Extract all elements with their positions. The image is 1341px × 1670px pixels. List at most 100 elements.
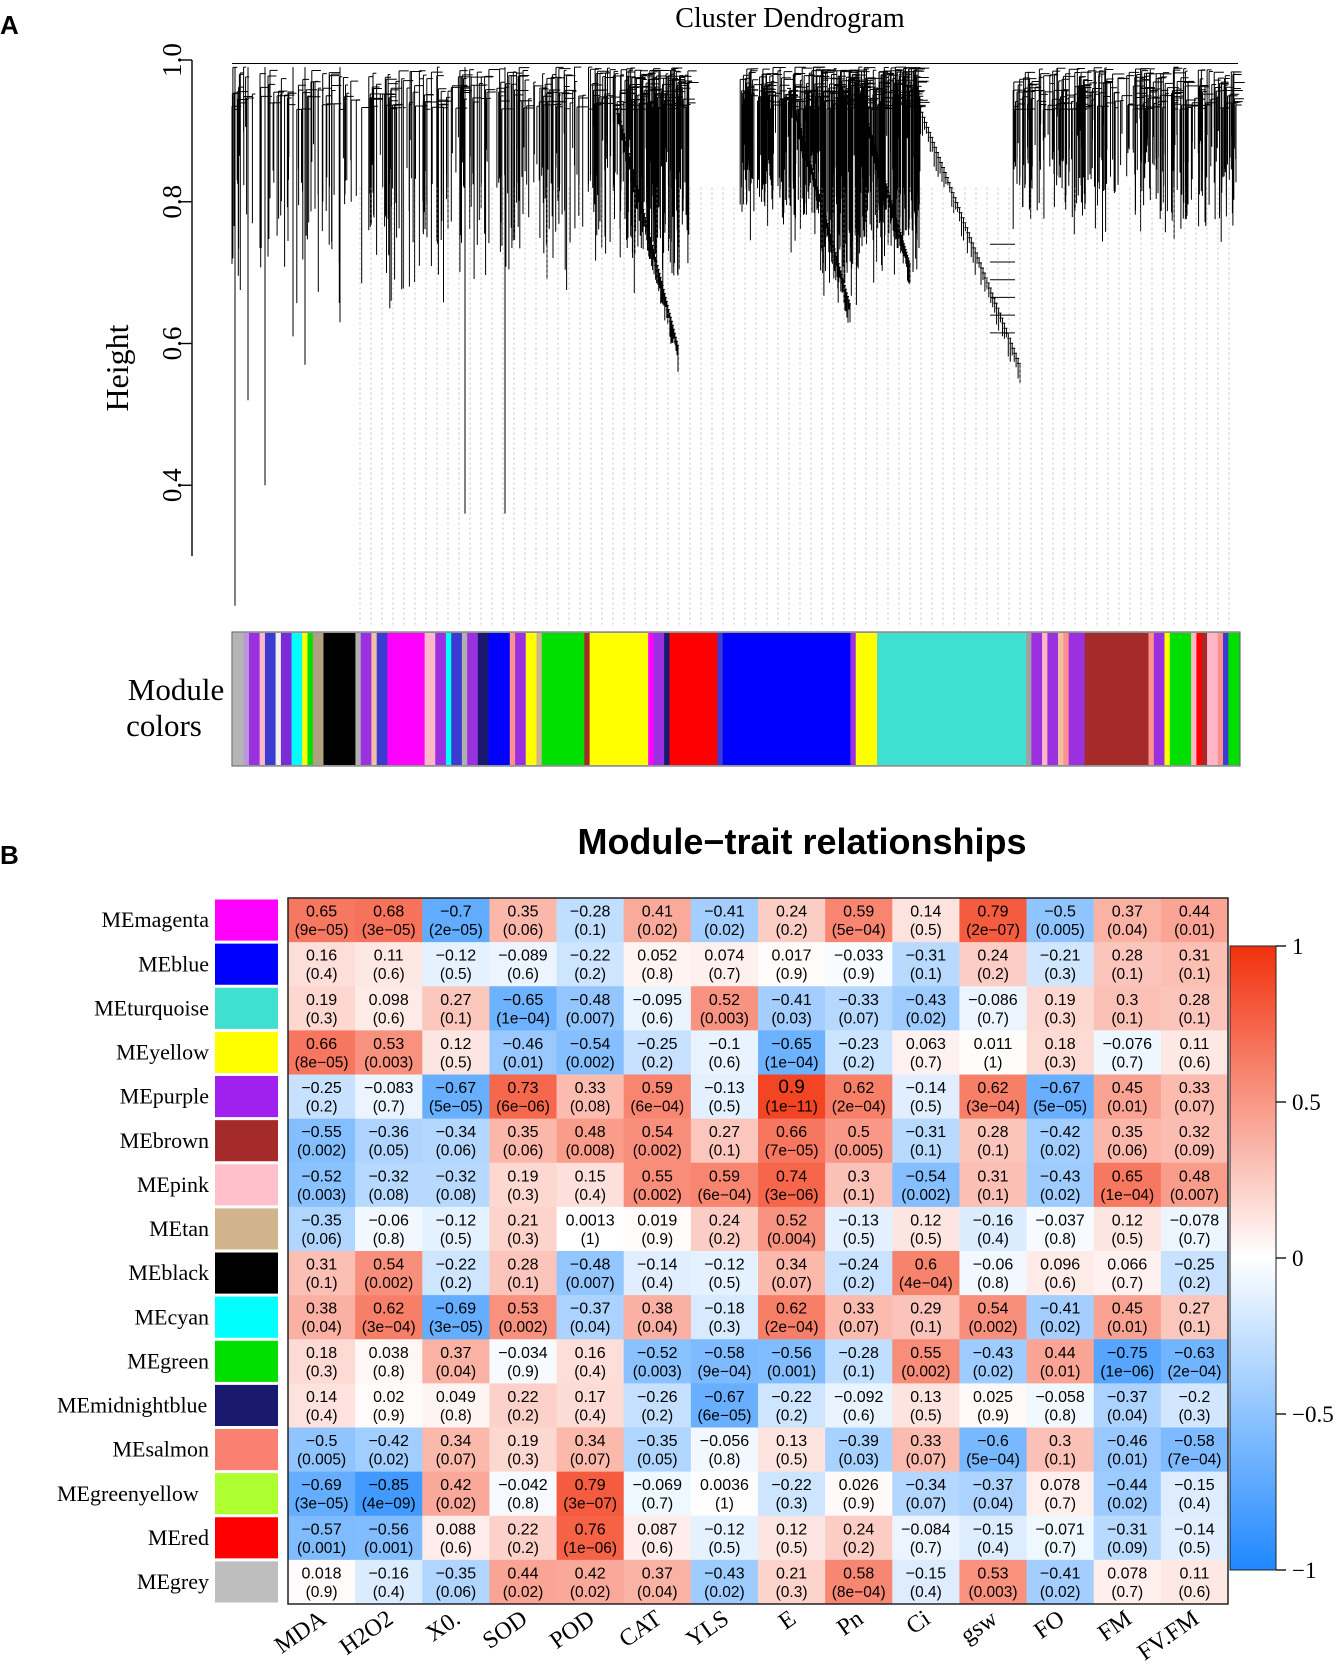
- heatmap-cell-pvalue: (0.07): [570, 1452, 611, 1469]
- heatmap-cell-pvalue: (0.002): [297, 1143, 346, 1160]
- heatmap-cell-pvalue: (0.1): [977, 1187, 1009, 1204]
- heatmap-cell-value: 0.55: [910, 1345, 941, 1362]
- heatmap-cell-value: −0.083: [364, 1080, 413, 1097]
- heatmap-cell-value: −0.46: [503, 1036, 544, 1053]
- row-label: MEgreen: [127, 1348, 209, 1373]
- heatmap-cell: [556, 986, 625, 1031]
- heatmap-cell: [623, 1074, 692, 1119]
- heatmap-cell: [758, 1251, 826, 1296]
- heatmap-cell: [959, 1471, 1027, 1517]
- heatmap-cell: [556, 1206, 625, 1252]
- heatmap-cell-pvalue: (3e−05): [362, 922, 416, 939]
- heatmap-cell-value: −0.14: [906, 1080, 947, 1097]
- heatmap-cell: [1160, 1074, 1229, 1119]
- heatmap-cell: [1026, 1162, 1095, 1208]
- heatmap-cell: [1160, 1030, 1229, 1075]
- row-color-swatch: [215, 1164, 278, 1206]
- heatmap-cell: [959, 1427, 1027, 1472]
- heatmap-cell-pvalue: (0.1): [1111, 966, 1143, 983]
- row-color-swatch: [215, 1208, 278, 1250]
- row-color-swatch: [215, 1340, 278, 1382]
- heatmap-cell: [690, 1251, 759, 1296]
- heatmap-cell-value: 0.37: [642, 1565, 673, 1582]
- heatmap-cell-value: 0.33: [575, 1080, 606, 1097]
- heatmap-cell: [489, 1251, 557, 1296]
- heatmap-cells: 0.65(9e−05)0.68(3e−05)−0.7(2e−05)0.35(0.…: [288, 898, 1229, 1605]
- heatmap-cell-pvalue: (0.03): [771, 1010, 812, 1027]
- heatmap-cell: [1093, 1162, 1162, 1208]
- heatmap-cell: [489, 1118, 557, 1164]
- heatmap-cell-value: 0.27: [1179, 1301, 1210, 1318]
- heatmap-cell-pvalue: (0.2): [708, 1231, 740, 1248]
- heatmap-cell-value: 0.44: [1179, 904, 1210, 921]
- colorbar-tick-label: 0: [1292, 1246, 1304, 1271]
- module-color-segment: [477, 633, 489, 765]
- heatmap-cell-value: −0.67: [704, 1389, 745, 1406]
- heatmap-cell-value: −0.23: [838, 1036, 879, 1053]
- heatmap-cell: [825, 1383, 893, 1428]
- heatmap-cell: [758, 1162, 826, 1208]
- column-label: POD: [545, 1606, 599, 1655]
- heatmap-cell-value: 0.0013: [566, 1212, 615, 1229]
- heatmap-cell: [355, 1162, 423, 1208]
- column-label: FM: [1093, 1606, 1136, 1647]
- heatmap-cell: [758, 1427, 826, 1472]
- heatmap-cell-value: 0.38: [306, 1301, 337, 1318]
- heatmap-cell-pvalue: (0.2): [776, 922, 808, 939]
- heatmap-cell-value: 0.6: [915, 1257, 937, 1274]
- heatmap-cell-value: −0.31: [1107, 1521, 1148, 1538]
- heatmap-cell-pvalue: (0.04): [570, 1319, 611, 1336]
- heatmap-cell-value: 0.5: [848, 1124, 870, 1141]
- row-color-swatch: [215, 1384, 278, 1427]
- heatmap-cell: [758, 1383, 826, 1428]
- heatmap-cell-value: −0.28: [838, 1345, 879, 1362]
- heatmap-cell: [892, 1251, 960, 1296]
- row-color-swatch: [215, 987, 278, 1029]
- heatmap-cell-value: 0.65: [306, 904, 337, 921]
- heatmap-cell-value: 0.28: [977, 1124, 1008, 1141]
- heatmap-cell: [489, 1471, 557, 1517]
- heatmap-cell-value: −0.65: [503, 992, 544, 1009]
- heatmap-cell: [690, 1427, 759, 1472]
- heatmap-cell-pvalue: (0.2): [843, 1054, 875, 1071]
- colorbar-tick-label: −1: [1292, 1558, 1316, 1583]
- column-label: gsw: [956, 1605, 1003, 1649]
- heatmap-cell-pvalue: (0.4): [574, 1363, 606, 1380]
- module-color-segment: [280, 633, 292, 765]
- heatmap-cell-pvalue: (0.04): [301, 1319, 342, 1336]
- heatmap-cell-pvalue: (0.5): [910, 1231, 942, 1248]
- heatmap-cell-value: −0.41: [1040, 1301, 1081, 1318]
- heatmap-cell-value: 0.096: [1040, 1257, 1080, 1274]
- heatmap-cell: [758, 1339, 826, 1384]
- heatmap-cell-value: −0.46: [1107, 1433, 1148, 1450]
- heatmap-cell: [892, 1471, 960, 1517]
- heatmap-cell-pvalue: (4e−04): [899, 1275, 953, 1292]
- heatmap-cell: [556, 1515, 625, 1561]
- heatmap-cell-value: −0.13: [838, 1212, 879, 1229]
- heatmap-cell-pvalue: (0.2): [440, 1275, 472, 1292]
- heatmap-cell: [1093, 1427, 1162, 1472]
- heatmap-cell-value: −0.058: [1035, 1389, 1084, 1406]
- heatmap-cell-value: 0.19: [507, 1433, 538, 1450]
- heatmap-cell-pvalue: (0.002): [364, 1275, 413, 1292]
- heatmap-cell-value: 0.73: [507, 1080, 538, 1097]
- module-color-segment: [371, 633, 378, 765]
- module-color-segment: [1223, 633, 1229, 765]
- heatmap-cell-value: 0.59: [642, 1080, 673, 1097]
- heatmap-cell-value: −0.084: [901, 1521, 950, 1538]
- column-label: Pn: [832, 1606, 868, 1642]
- heatmap-cell-value: −0.15: [1174, 1477, 1215, 1494]
- heatmap-cell: [288, 942, 356, 987]
- heatmap-cell: [422, 1162, 490, 1208]
- heatmap-cell: [1093, 898, 1162, 943]
- heatmap-cell: [959, 942, 1027, 987]
- heatmap-cell-value: 0.66: [776, 1124, 807, 1141]
- heatmap-cell: [758, 1118, 826, 1164]
- heatmap-cell-value: 0.28: [507, 1257, 538, 1274]
- heatmap-cell-value: 0.54: [977, 1301, 1008, 1318]
- heatmap-cell: [892, 1118, 960, 1164]
- module-color-segment: [451, 633, 463, 765]
- heatmap-cell-value: −0.56: [368, 1521, 409, 1538]
- heatmap-cell-value: −0.092: [834, 1389, 883, 1406]
- heatmap-cell: [489, 1030, 557, 1075]
